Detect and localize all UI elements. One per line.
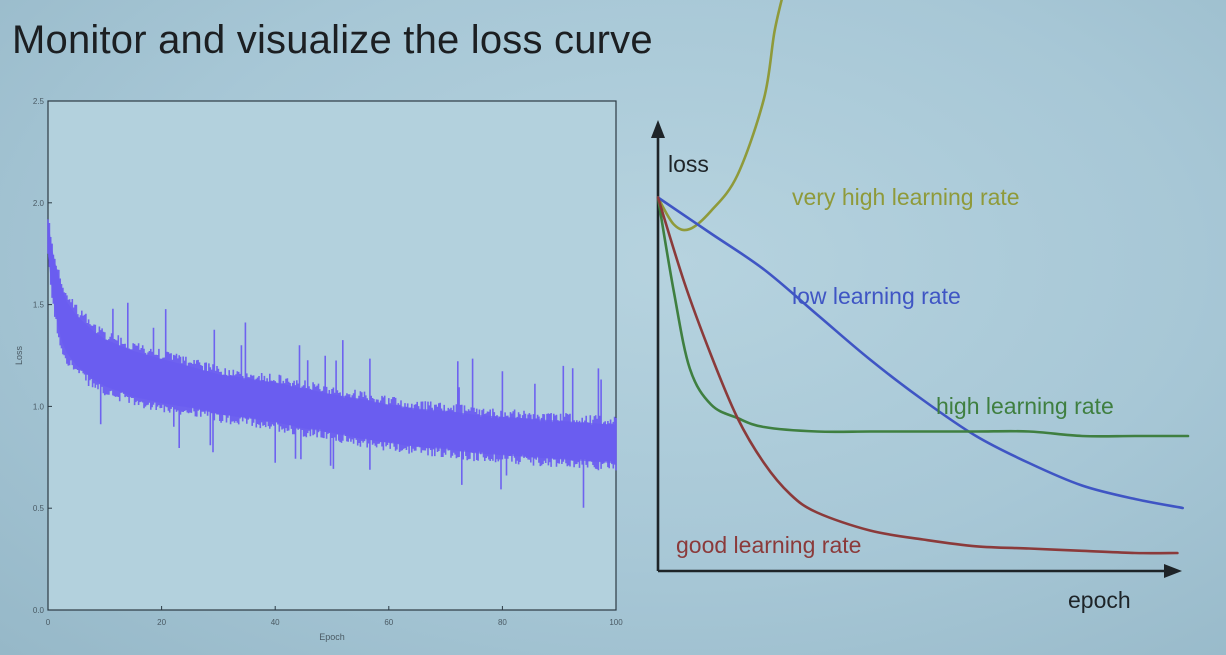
x-axis-label: epoch [1068, 587, 1131, 613]
y-tick-label: 2.0 [33, 199, 45, 208]
loss-core-band [48, 220, 616, 464]
series-label-1: low learning rate [792, 283, 961, 309]
series-line-0 [656, 0, 783, 232]
y-tick-label: 1.0 [33, 402, 45, 411]
y-axis-label: loss [668, 151, 709, 177]
series-label-3: good learning rate [676, 532, 861, 558]
x-tick-label: 0 [46, 618, 51, 627]
x-tick-label: 60 [384, 618, 393, 627]
x-axis-label: Epoch [319, 632, 345, 642]
x-axis-arrow [1164, 564, 1182, 578]
x-tick-label: 100 [609, 618, 623, 627]
y-tick-label: 1.5 [33, 301, 45, 310]
slide-title: Monitor and visualize the loss curve [12, 18, 653, 62]
x-tick-label: 80 [498, 618, 507, 627]
y-axis-label: Loss [14, 345, 24, 365]
series-label-0: very high learning rate [792, 184, 1020, 210]
series-line-3 [656, 196, 1179, 555]
series-label-2: high learning rate [936, 393, 1114, 419]
x-tick-label: 20 [157, 618, 166, 627]
x-tick-label: 40 [271, 618, 280, 627]
y-tick-label: 2.5 [33, 97, 45, 106]
series-line-2 [656, 196, 1190, 438]
series-line-1 [656, 196, 1184, 510]
y-axis-arrow [651, 120, 665, 138]
y-tick-label: 0.5 [33, 504, 45, 513]
y-tick-label: 0.0 [33, 606, 45, 615]
